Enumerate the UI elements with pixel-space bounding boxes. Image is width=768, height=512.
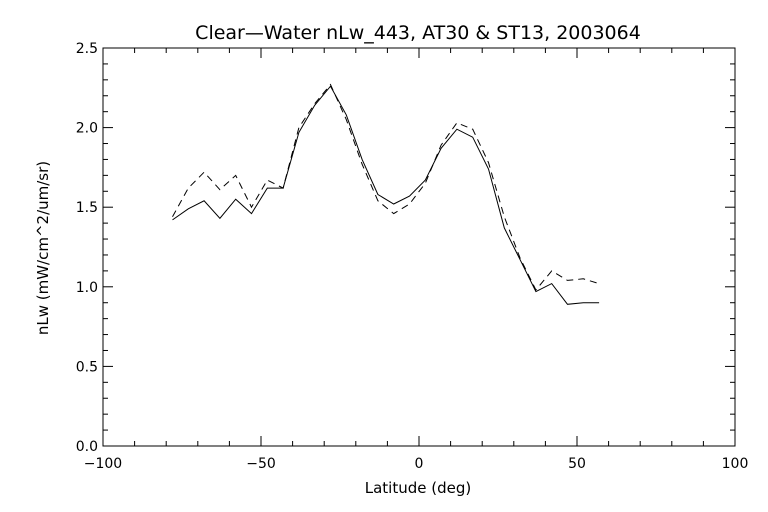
- x-tick-label: 50: [568, 456, 586, 472]
- x-tick-label: 0: [415, 456, 424, 472]
- series-line-dashed: [172, 83, 600, 291]
- y-tick-label: 0.0: [76, 439, 98, 455]
- y-axis-tick-labels: 0.0 0.5 1.0 1.5 2.0 2.5: [76, 41, 98, 455]
- x-axis-tick-labels: −100 −50 0 50 100: [84, 456, 749, 472]
- y-tick-label: 2.0: [76, 121, 98, 137]
- y-tick-label: 2.5: [76, 41, 98, 57]
- y-axis-label: nLw (mW/cm^2/um/sr): [34, 161, 52, 335]
- x-axis-ticks: [102, 48, 736, 446]
- series-group: [172, 83, 600, 305]
- x-tick-label: −100: [84, 456, 122, 472]
- series-line-solid: [172, 85, 600, 305]
- x-tick-label: −50: [246, 456, 276, 472]
- chart-title: Clear—Water nLw_443, AT30 & ST13, 200306…: [195, 22, 641, 44]
- y-tick-label: 1.0: [76, 280, 98, 296]
- x-axis-label: Latitude (deg): [365, 479, 471, 497]
- y-tick-label: 1.5: [76, 200, 98, 216]
- plot-frame: [102, 47, 736, 447]
- x-tick-label: 100: [722, 456, 749, 472]
- y-tick-label: 0.5: [76, 359, 98, 375]
- y-axis-ticks: [103, 47, 735, 447]
